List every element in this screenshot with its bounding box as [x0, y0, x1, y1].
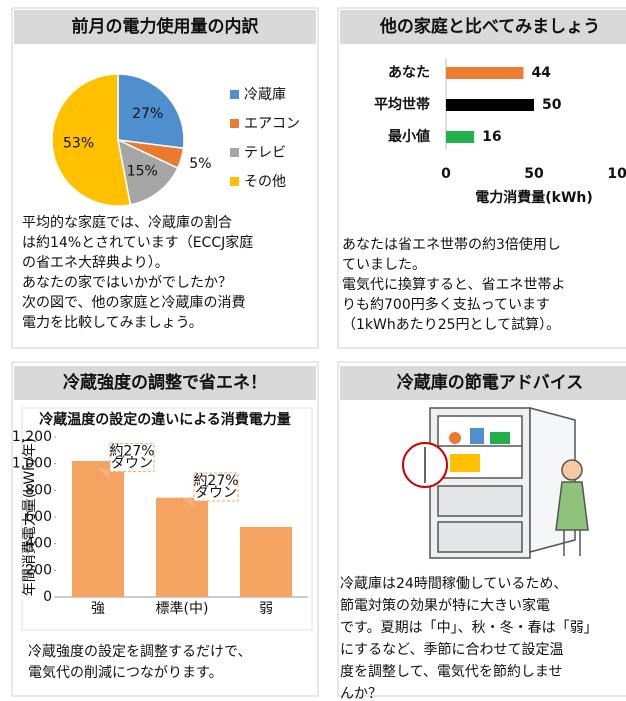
category-label: 平均世帯	[374, 96, 430, 113]
body-text: ていました。	[342, 257, 426, 273]
x-tick-label: 50	[524, 166, 544, 182]
bar	[446, 99, 534, 111]
body-text: 次の図で、他の家庭と冷蔵庫の消費	[22, 294, 245, 311]
body-text: は約14%とされています（ECCJ家庭	[22, 234, 253, 251]
page: 前月の電力使用量の内訳平均的な家庭では、冷蔵庫の割合は約14%とされています（E…	[0, 0, 626, 701]
slice-label: 5%	[189, 156, 211, 172]
body-text: あなたの家ではいかがでしたか？	[22, 274, 232, 291]
x-tick-label: 強	[91, 601, 105, 617]
bar	[446, 131, 474, 143]
legend-swatch	[230, 119, 239, 128]
panel-title: 他の家庭と比べてみましょう	[379, 16, 600, 37]
bar	[156, 498, 208, 597]
body-text: （1kWhあたり25円として試算）。	[342, 317, 560, 333]
fridge-illustration	[403, 408, 588, 558]
body-text: 電力を比較してみましょう。	[22, 315, 203, 331]
legend-label: その他	[244, 174, 286, 190]
body-text: 電気代の削減につながります。	[28, 664, 223, 681]
body-text: 節電対策の効果が特に大きい家電	[340, 597, 550, 614]
y-tick-label: 1,000	[12, 456, 52, 472]
x-tick-label: 標準(中)	[156, 601, 209, 617]
category-label: あなた	[388, 65, 430, 81]
bar	[240, 527, 292, 597]
body-text: んか？	[340, 686, 382, 701]
x-tick-label: 100	[607, 166, 626, 182]
body-text: 冷蔵庫は24時間稼働しているため、	[340, 575, 567, 592]
legend-swatch	[230, 148, 239, 157]
legend-label: エアコン	[244, 116, 300, 132]
body-text: にするなど、季節に合わせて設定温	[340, 641, 563, 658]
y-tick-label: 400	[25, 536, 52, 552]
y-tick-label: 0	[43, 589, 52, 605]
x-tick-label: 0	[441, 166, 451, 182]
chart-title: 冷蔵温度の設定の違いによる消費電力量	[39, 411, 291, 428]
body-text: 電気代に換算すると、省エネ世帯よ	[342, 277, 565, 293]
category-label: 最小値	[388, 128, 430, 145]
annotation: ダウン	[111, 456, 153, 472]
panel-title: 冷蔵強度の調整で省エネ！	[63, 372, 267, 393]
legend-swatch	[230, 90, 239, 99]
panel-title: 冷蔵庫の節電アドバイス	[397, 372, 584, 393]
x-axis-label: 電力消費量(kWh)	[475, 189, 593, 206]
y-tick-label: 800	[25, 482, 52, 498]
value-label: 50	[542, 97, 562, 113]
body-text: の省エネ大辞典より）。	[22, 255, 169, 271]
body-text: 冷蔵強度の設定を調整するだけで、	[28, 644, 251, 660]
body-text: 平均的な家庭では、冷蔵庫の割合	[22, 214, 232, 231]
y-tick-label: 600	[25, 509, 52, 525]
y-tick-label: 200	[25, 562, 52, 578]
body-text: 度を調整して、電気代を節約しませ	[340, 663, 562, 680]
bar	[72, 461, 124, 597]
body-text: です。夏期は「中」、秋・冬・春は「弱」	[340, 620, 598, 636]
legend-label: 冷蔵庫	[244, 86, 286, 103]
body-text: りも約700円多く支払っています	[342, 296, 550, 313]
legend-label: テレビ	[244, 145, 286, 161]
slice-label: 27%	[132, 106, 163, 122]
bar	[446, 67, 523, 79]
legend-swatch	[230, 177, 239, 186]
value-label: 16	[482, 129, 501, 145]
slice-label: 15%	[127, 163, 158, 179]
y-tick-label: 1,200	[12, 429, 52, 445]
body-text: あなたは省エネ世帯の約3倍使用し	[342, 236, 561, 253]
panel-title: 前月の電力使用量の内訳	[72, 16, 260, 37]
slice-label: 53%	[63, 136, 94, 152]
value-label: 44	[531, 65, 551, 81]
x-tick-label: 弱	[259, 601, 273, 617]
annotation: ダウン	[195, 485, 237, 501]
